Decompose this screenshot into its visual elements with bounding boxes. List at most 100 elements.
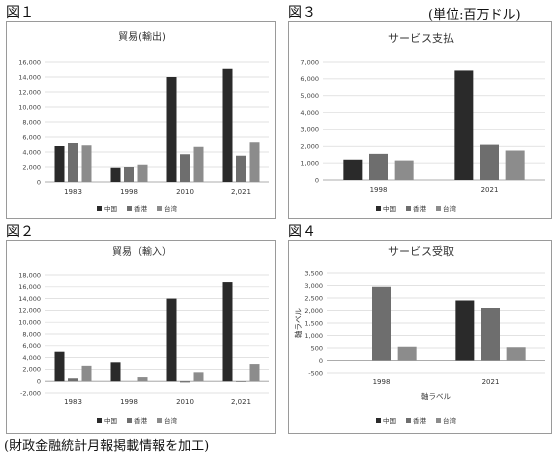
legend-label-tw: 台湾 xyxy=(443,416,457,425)
y-tick-label: 6,000 xyxy=(22,342,41,350)
legend-swatch-ch xyxy=(97,418,102,423)
bar-hk-0 xyxy=(372,286,391,361)
legend-label-hk: 香港 xyxy=(134,416,148,425)
x-category-label: 1998 xyxy=(120,398,138,406)
bar-hk-0 xyxy=(68,143,78,182)
legend-label-ch: 中国 xyxy=(104,416,117,425)
bar-hk-2 xyxy=(180,381,190,383)
legend-swatch-tw xyxy=(436,206,441,211)
chart-svg: 貿易（輸入） -2,000 0 2,000 4,000 6,000 8,000 10,000 1… xyxy=(18,245,269,425)
bar-tw-1 xyxy=(137,377,148,382)
bar-hk-3 xyxy=(236,155,246,182)
chart-panel-exports: 貿易(輸出) 0 2,000 4,000 6,000 8,000 10,000 12,000 1… xyxy=(6,21,276,219)
y-tick-label: 4,000 xyxy=(22,354,41,362)
figure-label-1: 図１ xyxy=(6,5,34,21)
x-category-label: 1983 xyxy=(64,398,82,406)
legend-label-hk: 香港 xyxy=(134,204,148,213)
bar-hk-1 xyxy=(481,308,500,361)
y-tick-label: 16,000 xyxy=(18,283,41,291)
y-tick-label: 8,000 xyxy=(22,330,41,338)
y-tick-label: 0 xyxy=(315,176,319,184)
legend-label-tw: 台湾 xyxy=(164,204,178,213)
chart-title: サービス受取 xyxy=(388,245,454,258)
bar-tw-2 xyxy=(193,372,204,382)
y-tick-label: 16,000 xyxy=(18,58,41,66)
y-tick-label: 4,000 xyxy=(22,148,41,156)
bar-ch-0 xyxy=(54,146,65,182)
y-tick-label: 7,000 xyxy=(300,58,319,66)
bar-ch-1 xyxy=(454,70,474,180)
y-tick-label: 0 xyxy=(319,357,323,365)
x-category-label: 2010 xyxy=(176,188,194,196)
y-tick-label: 14,000 xyxy=(18,73,41,81)
legend-swatch-hk xyxy=(406,418,411,423)
y-tick-label: 5,000 xyxy=(300,92,319,100)
bar-ch-2 xyxy=(166,77,177,182)
bar-tw-1 xyxy=(506,347,526,361)
legend-swatch-hk xyxy=(406,206,411,211)
source-note: (財政金融統計月報掲載情報を加工) xyxy=(4,439,210,454)
chart-svg: 貿易(輸出) 0 2,000 4,000 6,000 8,000 10,000 12,000 1… xyxy=(18,30,269,213)
x-category-label: 1983 xyxy=(64,188,82,196)
bar-tw-0 xyxy=(81,365,92,382)
legend-swatch-tw xyxy=(157,418,162,423)
legend-label-tw: 台湾 xyxy=(164,416,178,425)
y-tick-label: 18,000 xyxy=(18,271,41,279)
chart-title: 貿易（輸入） xyxy=(112,245,172,258)
bar-ch-2 xyxy=(166,298,177,382)
y-axis-title: 軸ラベル xyxy=(293,308,303,338)
bar-tw-0 xyxy=(397,346,417,361)
y-tick-label: 3,000 xyxy=(304,282,323,290)
x-category-label: 2,021 xyxy=(231,188,251,196)
figure-label-2: 図２ xyxy=(6,224,34,240)
y-tick-label: 6,000 xyxy=(300,75,319,83)
y-tick-label: 2,000 xyxy=(300,143,319,151)
y-tick-label: 0 xyxy=(37,178,41,186)
bar-ch-0 xyxy=(54,351,65,382)
y-tick-label: 1,000 xyxy=(300,159,319,167)
bar-ch-0 xyxy=(343,159,363,180)
bar-tw-3 xyxy=(249,364,260,382)
chart-svg: サービス受取 -500 0 500 1,000 1,500 2,000 2,500 3,000 3… xyxy=(293,245,545,425)
chart-panel-service-payments: サービス支払 0 1,000 2,000 3,000 4,000 5,000 6,000 7,0… xyxy=(288,21,552,219)
chart-svg: サービス支払 0 1,000 2,000 3,000 4,000 5,000 6,000 7,0… xyxy=(300,31,545,213)
bar-hk-0 xyxy=(369,153,388,180)
legend-swatch-tw xyxy=(436,418,441,423)
legend-swatch-ch xyxy=(376,418,381,423)
legend-label-ch: 中国 xyxy=(383,416,396,425)
legend-label-hk: 香港 xyxy=(413,416,427,425)
bar-tw-1 xyxy=(137,164,148,182)
bar-ch-1 xyxy=(110,362,121,382)
legend-label-hk: 香港 xyxy=(413,204,427,213)
x-category-label: 2021 xyxy=(482,378,500,386)
legend-label-ch: 中国 xyxy=(383,204,396,213)
x-category-label: 2021 xyxy=(481,186,499,194)
y-tick-label: 2,000 xyxy=(22,366,41,374)
legend-swatch-tw xyxy=(157,206,162,211)
bar-tw-2 xyxy=(193,146,204,182)
bar-ch-1 xyxy=(110,167,121,182)
bar-tw-3 xyxy=(249,142,260,182)
legend-label-tw: 台湾 xyxy=(443,204,457,213)
y-tick-label: 12,000 xyxy=(18,88,41,96)
y-tick-label: 2,000 xyxy=(304,307,323,315)
x-category-label: 1998 xyxy=(120,188,138,196)
legend-swatch-ch xyxy=(97,206,102,211)
bar-ch-1 xyxy=(455,300,475,361)
bar-tw-0 xyxy=(81,145,92,182)
legend-swatch-hk xyxy=(127,206,132,211)
bar-hk-1 xyxy=(124,167,134,182)
y-tick-label: 2,500 xyxy=(304,294,323,302)
unit-note: (単位:百万ドル) xyxy=(428,8,521,23)
y-tick-label: 8,000 xyxy=(22,118,41,126)
bar-ch-3 xyxy=(222,68,233,182)
y-tick-label: 12,000 xyxy=(18,307,41,315)
y-tick-label: 6,000 xyxy=(22,133,41,141)
chart-title: サービス支払 xyxy=(388,31,454,45)
y-tick-label: 2,000 xyxy=(22,163,41,171)
y-tick-label: 3,500 xyxy=(304,269,323,277)
x-category-label: 2,021 xyxy=(231,398,251,406)
bar-hk-3 xyxy=(236,381,246,382)
bar-tw-1 xyxy=(505,150,525,180)
bar-ch-3 xyxy=(222,282,233,382)
